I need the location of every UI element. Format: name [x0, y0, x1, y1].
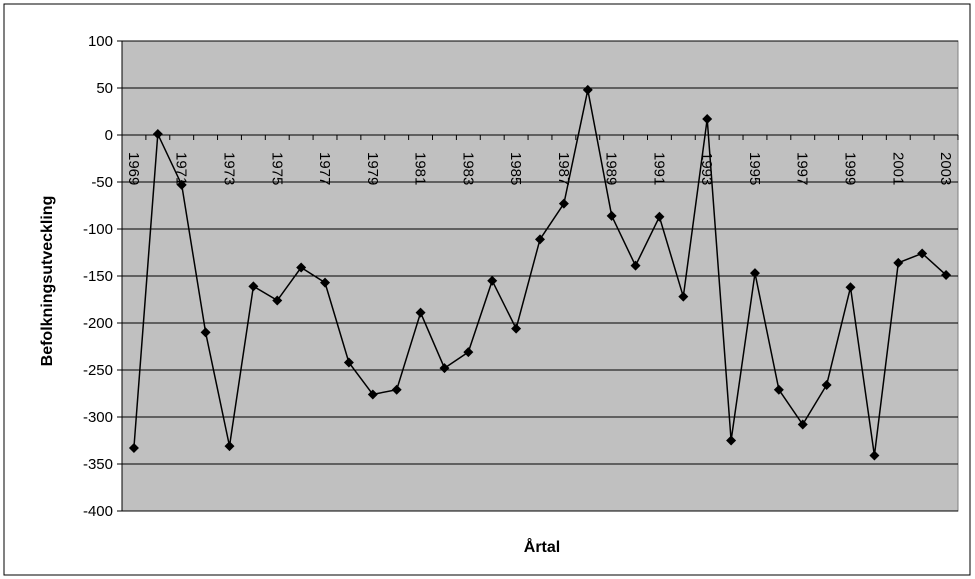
y-tick-label: 50	[96, 80, 113, 97]
x-tick-label: 1981	[412, 152, 429, 185]
data-point	[606, 210, 617, 221]
x-tick-label: 1995	[746, 152, 763, 185]
data-point	[702, 114, 713, 125]
y-tick-label: -100	[83, 221, 113, 238]
y-tick-label: -200	[83, 315, 113, 332]
data-point	[845, 282, 856, 293]
x-tick-label: 1985	[507, 152, 524, 185]
x-tick-label: 1975	[268, 152, 285, 185]
x-tick-label: 2003	[937, 152, 954, 185]
x-tick-label: 1977	[316, 152, 333, 185]
data-point	[654, 211, 665, 222]
data-point	[535, 234, 545, 245]
y-tick-label: -250	[83, 362, 113, 379]
data-point	[558, 198, 569, 209]
data-point	[582, 84, 593, 95]
data-point	[630, 260, 641, 271]
x-tick-label: 1989	[603, 152, 620, 185]
y-tick-label: -400	[83, 503, 113, 520]
data-point	[773, 384, 784, 395]
data-point	[391, 384, 402, 395]
x-tick-label: 1987	[555, 152, 572, 185]
x-tick-label: 1983	[459, 152, 476, 185]
data-point	[176, 179, 187, 190]
data-point	[343, 357, 354, 368]
y-tick-label: -150	[83, 268, 113, 285]
y-axis-ticks: 100 50 0 -50 -100 -150 -200 -250 -300 -350 -400	[83, 33, 123, 520]
x-tick-label: 2001	[889, 152, 906, 185]
data-point	[463, 347, 474, 358]
data-point	[296, 262, 307, 273]
x-tick-label: 1971	[173, 152, 190, 185]
y-tick-label: -50	[91, 174, 113, 191]
data-point	[128, 443, 139, 454]
data-point	[941, 270, 952, 281]
x-tick-label: 1969	[125, 152, 142, 185]
data-point	[821, 380, 832, 391]
x-axis-ticks: 1969 1971 1973 1975 1977 1979 1981 1983 1985 1987…	[121, 134, 959, 185]
data-markers	[128, 84, 952, 461]
data-point	[367, 389, 378, 400]
data-point	[726, 435, 737, 446]
data-point	[511, 323, 522, 334]
data-point	[678, 291, 689, 302]
x-tick-label: 1973	[220, 152, 237, 185]
y-axis-title: Befolkningsutveckling	[39, 196, 56, 367]
data-point	[248, 281, 259, 292]
y-tick-label: 100	[88, 33, 113, 50]
data-point	[415, 307, 426, 318]
x-tick-label: 1991	[650, 152, 667, 185]
data-point	[200, 327, 211, 338]
x-tick-label: 1999	[842, 152, 859, 185]
x-axis-title: Årtal	[524, 537, 560, 556]
x-tick-label: 1997	[794, 152, 811, 185]
y-tick-label: -300	[83, 409, 113, 426]
data-point	[893, 257, 904, 268]
y-tick-label: -350	[83, 456, 113, 473]
data-point	[869, 450, 880, 461]
data-point	[272, 295, 283, 306]
data-point	[917, 248, 928, 259]
data-point	[320, 277, 331, 288]
data-point	[152, 129, 163, 140]
data-point	[797, 419, 808, 430]
data-point	[749, 268, 760, 279]
y-tick-label: 0	[105, 127, 113, 144]
x-tick-label: 1979	[364, 152, 381, 185]
data-point	[439, 363, 450, 374]
data-point	[487, 275, 498, 286]
data-point	[224, 441, 235, 452]
